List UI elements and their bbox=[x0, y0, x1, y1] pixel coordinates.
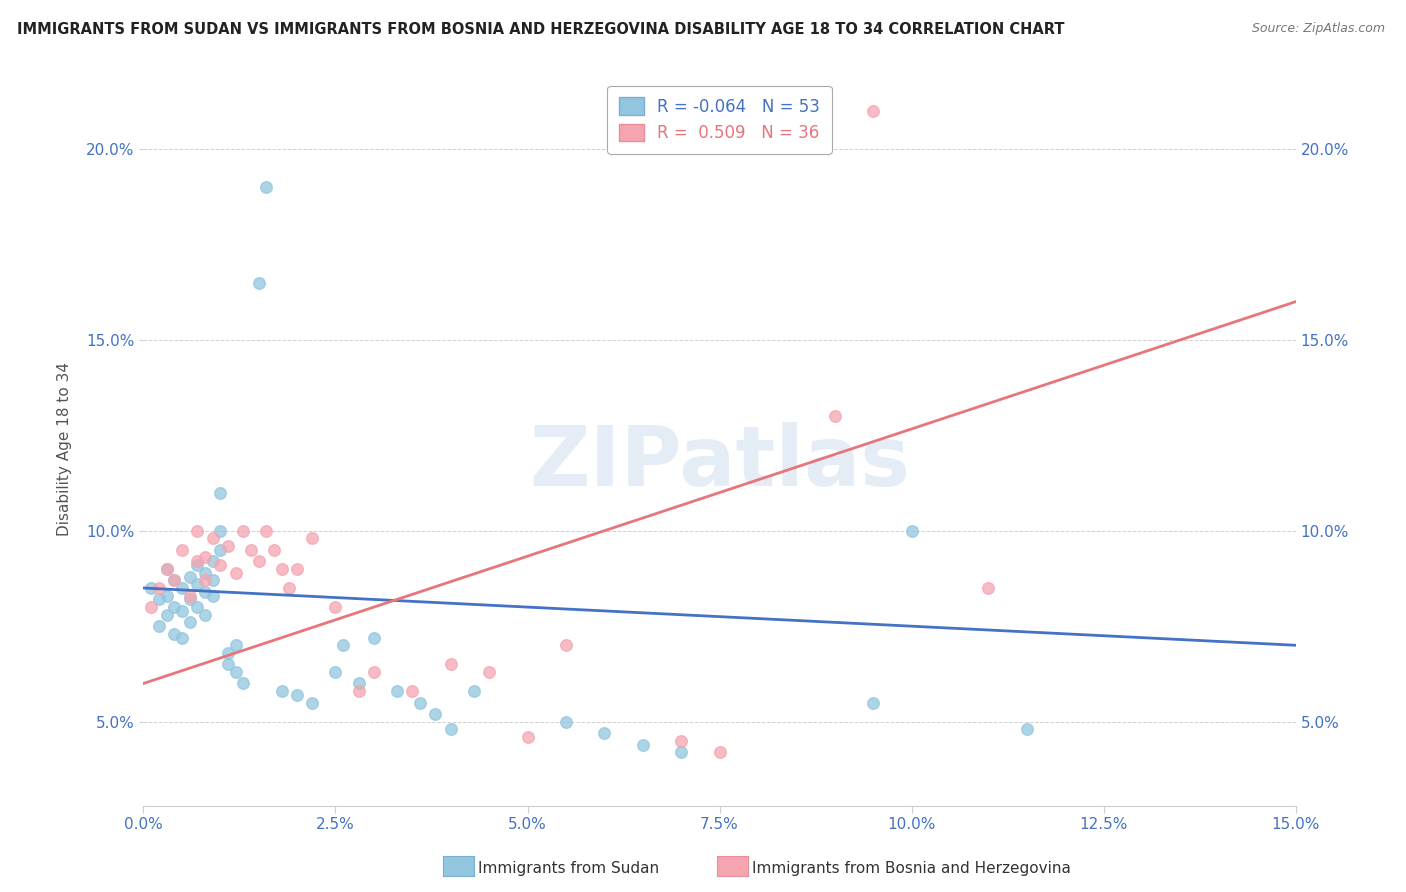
Point bbox=[148, 581, 170, 595]
Point bbox=[209, 542, 232, 557]
Point bbox=[170, 581, 193, 595]
Point bbox=[141, 600, 163, 615]
Point bbox=[201, 532, 224, 546]
Point bbox=[254, 180, 277, 194]
Point bbox=[862, 103, 884, 118]
Point bbox=[141, 581, 163, 595]
Point bbox=[516, 730, 538, 744]
Point bbox=[347, 684, 370, 698]
Point bbox=[325, 600, 347, 615]
Point bbox=[201, 554, 224, 568]
Point bbox=[900, 524, 922, 538]
Text: IMMIGRANTS FROM SUDAN VS IMMIGRANTS FROM BOSNIA AND HERZEGOVINA DISABILITY AGE 1: IMMIGRANTS FROM SUDAN VS IMMIGRANTS FROM… bbox=[17, 22, 1064, 37]
Point bbox=[240, 542, 263, 557]
Point bbox=[170, 542, 193, 557]
Point bbox=[186, 577, 208, 591]
Point bbox=[201, 574, 224, 588]
Legend: R = -0.064   N = 53, R =  0.509   N = 36: R = -0.064 N = 53, R = 0.509 N = 36 bbox=[607, 86, 832, 153]
Point bbox=[270, 684, 292, 698]
Point bbox=[194, 574, 217, 588]
Point bbox=[669, 745, 692, 759]
Point bbox=[225, 638, 247, 652]
Point bbox=[186, 600, 208, 615]
Text: Immigrants from Sudan: Immigrants from Sudan bbox=[478, 862, 659, 876]
Point bbox=[225, 566, 247, 580]
Point bbox=[440, 723, 463, 737]
Point bbox=[270, 562, 292, 576]
Point bbox=[463, 684, 485, 698]
Point bbox=[478, 665, 501, 679]
Point bbox=[163, 600, 186, 615]
Point bbox=[217, 657, 239, 672]
Point bbox=[179, 592, 201, 607]
Point bbox=[201, 589, 224, 603]
Point bbox=[225, 665, 247, 679]
Point bbox=[285, 562, 308, 576]
Point bbox=[425, 706, 447, 721]
Point bbox=[631, 738, 654, 752]
Point bbox=[217, 539, 239, 553]
Point bbox=[163, 627, 186, 641]
Point bbox=[179, 569, 201, 583]
Point bbox=[363, 631, 385, 645]
Point bbox=[824, 409, 846, 424]
Point bbox=[163, 574, 186, 588]
Point bbox=[194, 584, 217, 599]
Point bbox=[363, 665, 385, 679]
Point bbox=[179, 589, 201, 603]
Point bbox=[440, 657, 463, 672]
Point bbox=[170, 604, 193, 618]
Point bbox=[325, 665, 347, 679]
Point bbox=[554, 638, 576, 652]
Point bbox=[347, 676, 370, 690]
Point bbox=[278, 581, 301, 595]
Y-axis label: Disability Age 18 to 34: Disability Age 18 to 34 bbox=[58, 361, 72, 536]
Point bbox=[409, 696, 432, 710]
Point bbox=[163, 574, 186, 588]
Point bbox=[977, 581, 1000, 595]
Point bbox=[385, 684, 408, 698]
Point bbox=[263, 542, 285, 557]
Point bbox=[194, 566, 217, 580]
Point bbox=[301, 532, 323, 546]
Point bbox=[155, 562, 177, 576]
Point bbox=[155, 562, 177, 576]
Point bbox=[209, 558, 232, 573]
Point bbox=[301, 696, 323, 710]
Point bbox=[554, 714, 576, 729]
Point bbox=[155, 589, 177, 603]
Point bbox=[155, 607, 177, 622]
Point bbox=[179, 615, 201, 630]
Point bbox=[247, 276, 270, 290]
Point bbox=[669, 733, 692, 747]
Text: Immigrants from Bosnia and Herzegovina: Immigrants from Bosnia and Herzegovina bbox=[752, 862, 1071, 876]
Point bbox=[862, 696, 884, 710]
Point bbox=[170, 631, 193, 645]
Point bbox=[209, 524, 232, 538]
Point bbox=[593, 726, 616, 740]
Point bbox=[194, 550, 217, 565]
Point bbox=[247, 554, 270, 568]
Text: Source: ZipAtlas.com: Source: ZipAtlas.com bbox=[1251, 22, 1385, 36]
Point bbox=[1015, 723, 1038, 737]
Point bbox=[709, 745, 731, 759]
Point bbox=[254, 524, 277, 538]
Point bbox=[209, 485, 232, 500]
Point bbox=[186, 558, 208, 573]
Point bbox=[186, 554, 208, 568]
Point bbox=[194, 607, 217, 622]
Point bbox=[332, 638, 354, 652]
Point bbox=[217, 646, 239, 660]
Point bbox=[148, 619, 170, 633]
Point bbox=[232, 524, 254, 538]
Point bbox=[401, 684, 423, 698]
Point bbox=[232, 676, 254, 690]
Text: ZIPatlas: ZIPatlas bbox=[529, 423, 910, 503]
Point bbox=[285, 688, 308, 702]
Point bbox=[148, 592, 170, 607]
Point bbox=[186, 524, 208, 538]
